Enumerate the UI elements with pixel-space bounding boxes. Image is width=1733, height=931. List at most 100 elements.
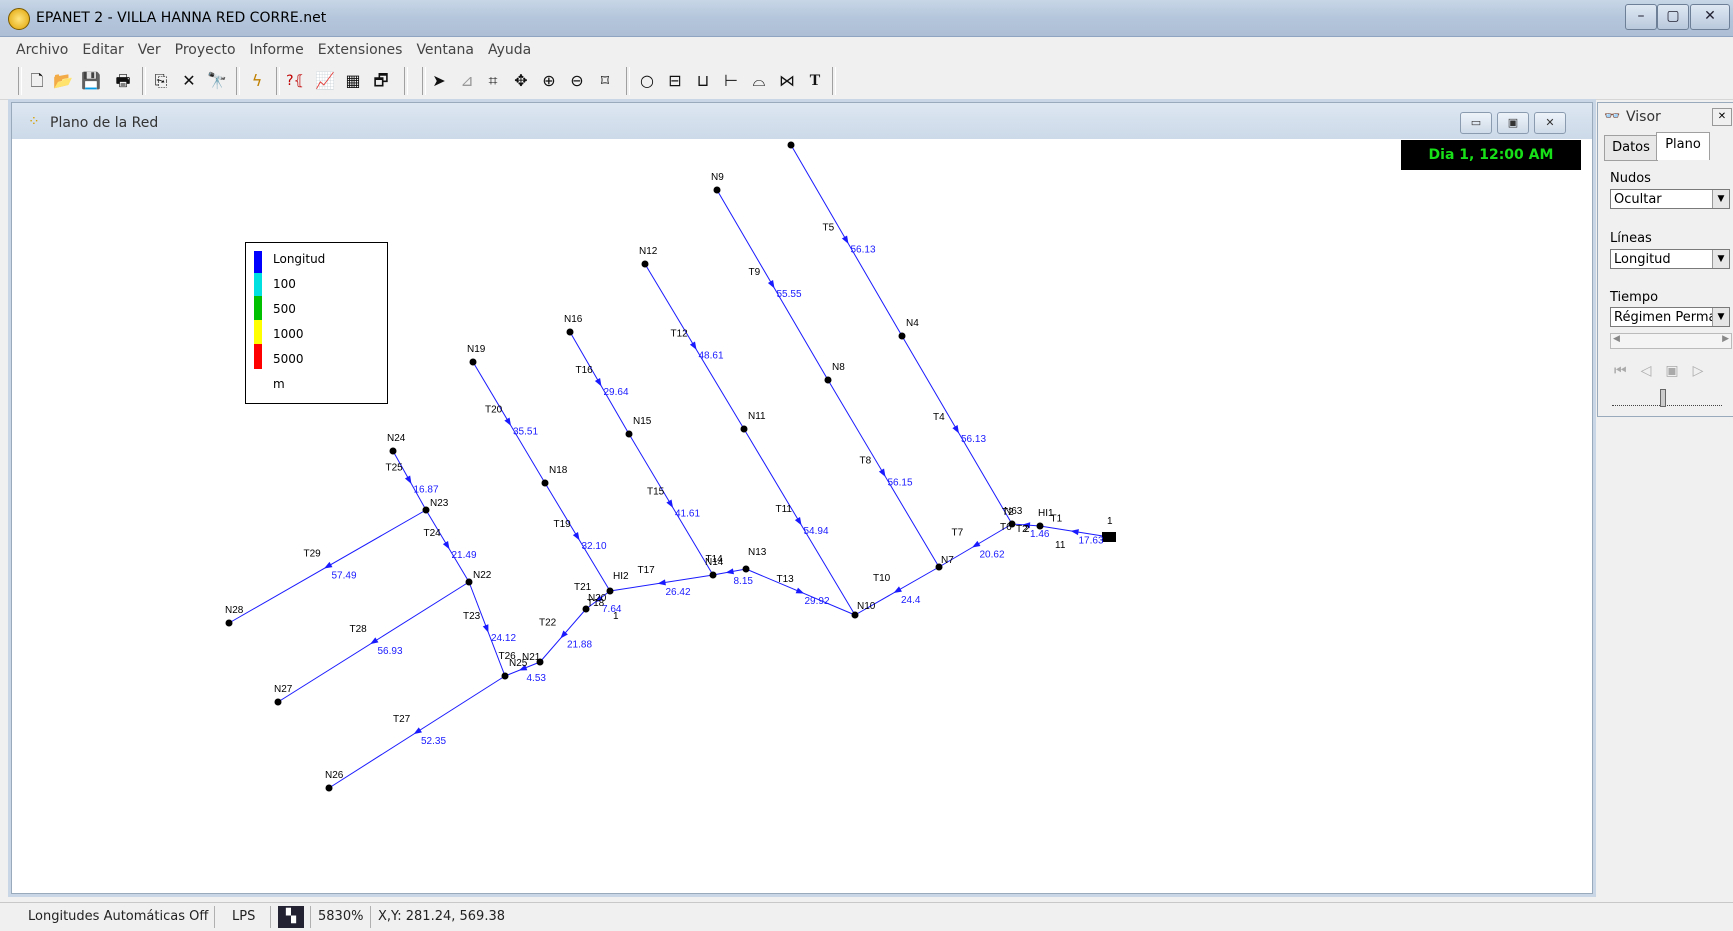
junction-node-N21[interactable] [536,658,544,666]
pipe-value-label: 54.94 [804,526,829,537]
junction-node-N19[interactable] [469,358,477,366]
junction-node-N20[interactable] [582,605,590,613]
chevron-down-icon[interactable]: ▼ [1712,308,1729,326]
tiempo-select[interactable]: Régimen Perma ▼ [1610,307,1730,327]
junction-node-N24[interactable] [389,447,397,455]
maximize-button[interactable]: ▢ [1657,4,1689,30]
add-valve-icon[interactable]: ⋈ [779,71,795,90]
junction-node-N28[interactable] [225,619,233,627]
rewind-icon[interactable]: ⏮ [1614,363,1641,379]
pan-icon[interactable]: ✥ [514,71,528,90]
node-label: N25 [509,658,528,669]
junction-node-N25[interactable] [501,672,509,680]
scroll-right-icon[interactable]: ▶ [1722,334,1729,344]
save-icon[interactable]: 💾 [81,71,101,90]
reservoir-node[interactable] [1102,532,1116,542]
delete-icon[interactable]: ✕ [182,71,196,90]
menu-ventana[interactable]: Ventana [416,42,474,58]
junction-node-N7[interactable] [935,563,943,571]
add-pipe-icon[interactable]: ⊢ [724,71,738,90]
menu-extensiones[interactable]: Extensiones [317,42,403,58]
add-junction-icon[interactable]: ○ [640,71,654,90]
map-minimize-button[interactable]: ▭ [1460,112,1492,134]
junction-node-N13[interactable] [742,565,750,573]
menu-ayuda[interactable]: Ayuda [487,42,532,58]
zoom-in-icon[interactable]: ⊕ [542,71,556,90]
find-icon[interactable]: 🔭 [207,71,227,90]
speed-slider-thumb[interactable] [1660,389,1666,407]
junction-node-N26[interactable] [325,784,333,792]
print-icon[interactable]: 🖶 [115,71,131,90]
junction-node-N18[interactable] [541,479,549,487]
open-folder-icon[interactable]: 📂 [53,71,73,90]
pipe-id-label: T27 [393,714,411,725]
close-button[interactable]: ✕ [1690,4,1730,30]
node-label: N22 [473,570,492,581]
select-vertex-icon[interactable]: ⊿ [460,71,474,90]
map-maximize-button[interactable]: ▣ [1497,112,1529,134]
back-icon[interactable]: ◁ [1640,363,1666,379]
add-label-icon[interactable]: T [809,72,821,89]
junction-node-N8[interactable] [824,376,832,384]
junction-node-N27[interactable] [274,698,282,706]
scroll-left-icon[interactable]: ◀ [1613,334,1620,344]
junction-node-N14[interactable] [709,571,717,579]
junction-node-N4[interactable] [898,332,906,340]
epanet-app-icon [8,8,30,30]
menu-informe[interactable]: Informe [249,42,304,58]
table-icon[interactable]: ▦ [345,71,361,90]
minimize-button[interactable]: – [1625,4,1657,30]
junction-node-N11[interactable] [740,425,748,433]
junction-node-HI2[interactable] [606,587,614,595]
lineas-select[interactable]: Longitud ▼ [1610,249,1730,269]
query-icon[interactable]: ?⦃ [286,73,304,89]
speed-slider[interactable] [1612,389,1722,407]
tab-datos[interactable]: Datos [1604,135,1658,161]
auto-length-status[interactable]: Longitudes Automáticas Off [28,909,209,924]
visor-title: Visor [1626,109,1661,125]
junction-node-N16[interactable] [566,328,574,336]
junction-node-N15[interactable] [625,430,633,438]
full-extent-icon[interactable]: ⌑ [600,71,610,90]
extra-map-label: 2 [1024,524,1030,535]
select-pointer-icon[interactable]: ➤ [432,71,446,90]
visor-close-button[interactable]: ✕ [1712,108,1732,126]
menu-archivo[interactable]: Archivo [16,42,69,58]
tab-plano[interactable]: Plano [1656,132,1710,160]
run-icon[interactable]: ϟ [251,71,263,90]
junction-node-N9[interactable] [713,186,721,194]
zoom-out-icon[interactable]: ⊖ [570,71,584,90]
chevron-down-icon[interactable]: ▼ [1712,190,1729,208]
map-legend[interactable]: Longitud 100 500 1000 5000 m [245,242,388,404]
pipe-value-label: 48.61 [699,351,724,362]
menu-editar[interactable]: Editar [82,42,124,58]
add-reservoir-icon[interactable]: ⊟ [668,71,682,90]
flow-arrow-icon [572,532,580,541]
add-pump-icon[interactable]: ⌓ [752,71,766,90]
options-icon[interactable]: 🗗 [373,71,389,90]
node-label: N26 [325,770,344,781]
junction-node-N23[interactable] [422,506,430,514]
junction-node-N5[interactable] [787,141,795,149]
chevron-down-icon[interactable]: ▼ [1712,250,1729,268]
add-tank-icon[interactable]: ⊔ [696,71,710,90]
select-region-icon[interactable]: ⌗ [488,71,498,90]
forward-icon[interactable]: ▷ [1692,363,1718,379]
menu-ver[interactable]: Ver [137,42,161,58]
pipe-value-label: 35.51 [513,427,538,438]
map-close-button[interactable]: ✕ [1534,112,1566,134]
junction-node-N22[interactable] [465,578,473,586]
pipe-id-label: T15 [647,487,665,498]
junction-node-HI1[interactable] [1036,522,1044,530]
copy-icon[interactable]: ⎘ [154,71,168,90]
nodos-select[interactable]: Ocultar ▼ [1610,189,1730,209]
menu-proyecto[interactable]: Proyecto [174,42,236,58]
time-scrollbar[interactable]: ◀ ▶ [1610,333,1732,349]
junction-node-N10[interactable] [851,611,859,619]
junction-node-N12[interactable] [641,260,649,268]
graph-icon[interactable]: 📈 [315,71,335,90]
stop-icon[interactable]: ▣ [1665,363,1693,379]
new-file-icon[interactable]: 🗋 [30,71,44,90]
pipe-value-label: 41.61 [675,509,700,520]
junction-node-N6[interactable] [1008,520,1016,528]
